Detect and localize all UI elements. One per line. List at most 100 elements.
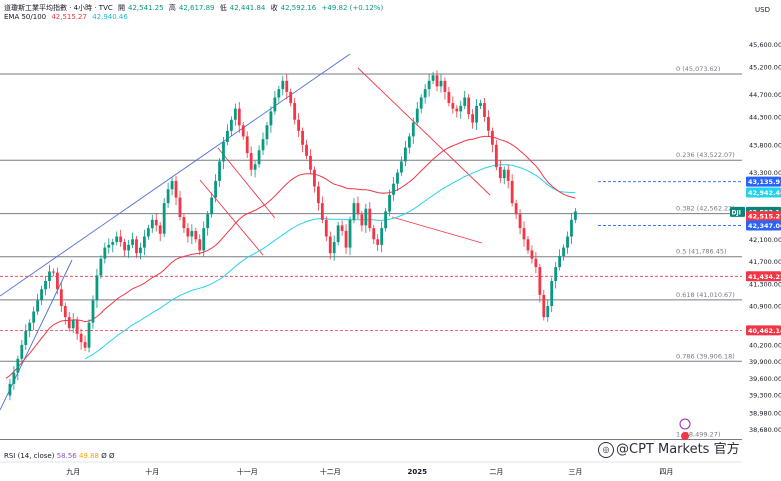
event-marker-icon bbox=[681, 432, 689, 440]
ema50-tag bbox=[746, 211, 781, 222]
price-tick-label: 39,600.00 bbox=[749, 375, 781, 383]
candle-body bbox=[59, 289, 63, 306]
candle-body bbox=[506, 169, 510, 181]
candle-body bbox=[135, 239, 138, 254]
candle-body bbox=[522, 228, 526, 240]
price-tick-label: 38,680.00 bbox=[749, 426, 781, 434]
candle-body bbox=[182, 217, 186, 229]
change-value: +49.82 (+0.12%) bbox=[321, 4, 384, 12]
candle-body bbox=[301, 130, 304, 145]
ema100-value: 42,940.46 bbox=[92, 13, 128, 21]
candle-body bbox=[289, 91, 293, 104]
ema-legend[interactable]: EMA 50/100 42,515.27 42,940.46 bbox=[4, 13, 131, 21]
candle-body bbox=[439, 80, 443, 87]
time-axis-label: 二月 bbox=[489, 468, 503, 476]
candle-body bbox=[111, 242, 115, 245]
rsi-legend[interactable]: RSI (14, close) 58.56 49.88 Ø Ø bbox=[4, 452, 115, 460]
candle-body bbox=[455, 108, 459, 112]
rsi-value-2: 49.88 bbox=[78, 452, 100, 460]
candle-body bbox=[423, 89, 427, 98]
candle-body bbox=[166, 189, 170, 204]
symbol-title[interactable]: 道瓊斯工業平均指數 · 4小時 · TVC bbox=[4, 4, 113, 12]
candle-body bbox=[570, 219, 573, 237]
trendline bbox=[217, 147, 276, 219]
price-tick-label: 39,900.00 bbox=[749, 358, 781, 366]
candlesticks bbox=[8, 70, 577, 401]
candle-body bbox=[52, 271, 55, 273]
candle-body bbox=[526, 239, 530, 251]
candle-body bbox=[574, 211, 577, 220]
lower-blue-level-text: 42,347.00 bbox=[748, 222, 781, 230]
candle-body bbox=[494, 144, 498, 167]
candle-body bbox=[222, 141, 225, 162]
currency-label: USD bbox=[755, 6, 770, 14]
candle-body bbox=[75, 319, 79, 334]
candle-body bbox=[293, 103, 297, 120]
price-tick-label: 40,900.00 bbox=[749, 303, 781, 311]
candle-body bbox=[344, 230, 348, 248]
candle-body bbox=[269, 111, 273, 126]
candle-body bbox=[546, 306, 550, 318]
candle-body bbox=[44, 280, 47, 290]
candle-body bbox=[158, 225, 162, 234]
candle-body bbox=[542, 294, 546, 318]
price-tick-label: 40,200.00 bbox=[749, 341, 781, 349]
candle-body bbox=[328, 236, 332, 254]
ema50-line bbox=[5, 135, 576, 379]
candle-body bbox=[8, 383, 12, 396]
price-tick-label: 38,980.00 bbox=[749, 409, 781, 417]
candle-body bbox=[131, 239, 134, 245]
candle-body bbox=[229, 119, 233, 131]
price-tick-label: 45,200.00 bbox=[749, 63, 781, 71]
candle-body bbox=[407, 136, 411, 148]
symbol-header: 道瓊斯工業平均指數 · 4小時 · TVC 開 42,541.25 高 42,617… bbox=[4, 3, 386, 13]
time-axis[interactable]: 九月 十月 十一月 十二月 2025 二月 三月 四月 bbox=[0, 461, 742, 476]
candle-body bbox=[384, 211, 388, 229]
low-label: 低 bbox=[219, 4, 227, 12]
candle-body bbox=[237, 108, 241, 126]
ema-lines bbox=[5, 135, 576, 379]
resistance-red-level bbox=[746, 271, 781, 282]
fib-level-label: 0.236 (43,522.07) bbox=[676, 151, 735, 159]
candle-body bbox=[285, 80, 289, 92]
candle-body bbox=[316, 186, 320, 204]
low-value: 42,441.84 bbox=[229, 4, 266, 12]
candle-body bbox=[447, 91, 451, 104]
candle-body bbox=[313, 169, 316, 187]
candle-body bbox=[562, 247, 565, 256]
candle-body bbox=[241, 125, 245, 137]
candle-body bbox=[376, 239, 380, 245]
close-value: 42,592.16 bbox=[280, 4, 317, 12]
open-label: 開 bbox=[118, 4, 125, 12]
time-axis-label: 三月 bbox=[568, 468, 582, 476]
candle-body bbox=[249, 153, 253, 170]
candle-body bbox=[190, 230, 194, 237]
open-value: 42,541.25 bbox=[128, 4, 164, 12]
candle-body bbox=[427, 80, 431, 90]
candle-body bbox=[107, 244, 111, 248]
watermark: ◎ @CPT Markets 官方 bbox=[598, 438, 740, 458]
candle-body bbox=[392, 183, 395, 195]
watermark-text: @CPT Markets 官方 bbox=[616, 442, 740, 457]
candle-body bbox=[510, 180, 514, 204]
price-tick-label: 43,300.00 bbox=[749, 169, 781, 177]
price-tick-label: 44,700.00 bbox=[749, 91, 781, 99]
candle-body bbox=[451, 103, 455, 109]
candle-body bbox=[36, 300, 40, 312]
candle-body bbox=[48, 271, 51, 281]
candle-body bbox=[400, 161, 403, 173]
candle-body bbox=[103, 247, 107, 259]
candle-body bbox=[12, 372, 16, 384]
high-label: 高 bbox=[168, 4, 176, 12]
resistance-red-level-text: 41,434.22 bbox=[748, 273, 781, 281]
candle-body bbox=[487, 116, 490, 131]
ema-label: EMA 50/100 bbox=[4, 13, 47, 21]
time-axis-label: 十月 bbox=[145, 467, 159, 476]
candle-body bbox=[380, 228, 384, 245]
candle-body bbox=[174, 180, 178, 198]
candle-body bbox=[336, 225, 340, 243]
candle-body bbox=[40, 289, 43, 301]
trendline bbox=[391, 216, 483, 244]
candle-body bbox=[142, 236, 146, 248]
